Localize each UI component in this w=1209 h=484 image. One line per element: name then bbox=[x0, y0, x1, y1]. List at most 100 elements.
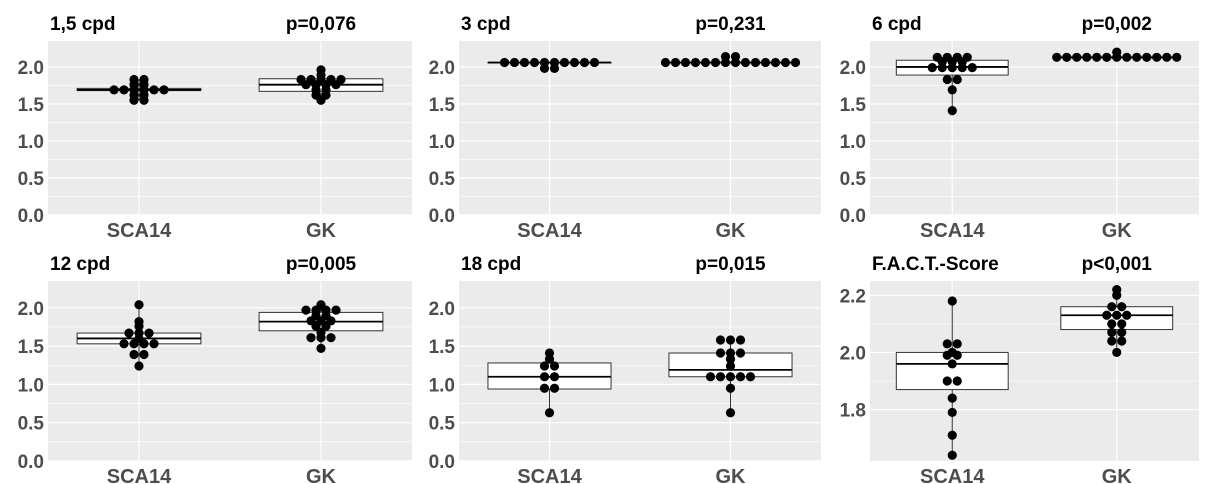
data-point bbox=[725, 408, 736, 418]
data-point bbox=[316, 343, 326, 354]
data-point bbox=[1112, 47, 1122, 57]
data-point bbox=[549, 372, 560, 382]
x-tick-label: SCA14 bbox=[920, 220, 985, 242]
data-point bbox=[296, 74, 306, 85]
panel-title: 12 cpd bbox=[50, 254, 110, 275]
data-point bbox=[326, 74, 336, 85]
data-point bbox=[947, 106, 957, 116]
data-point bbox=[770, 57, 781, 68]
y-tick-label: 2.0 bbox=[840, 343, 866, 364]
x-tick-label: GK bbox=[1102, 220, 1133, 242]
x-tick-label: GK bbox=[716, 466, 747, 484]
data-point bbox=[947, 407, 957, 418]
panel-title: 1,5 cpd bbox=[50, 14, 115, 35]
y-tick-label: 1.5 bbox=[840, 95, 867, 116]
x-tick-label: SCA14 bbox=[920, 466, 985, 484]
data-point bbox=[715, 348, 726, 358]
data-point bbox=[725, 372, 736, 382]
data-point bbox=[720, 51, 731, 62]
panel-1: 0.0 0.5 1.0 1.5 2.0 SCA14 GK 3 cpd p=0,231 bbox=[429, 14, 821, 242]
data-point bbox=[750, 57, 761, 68]
panel-title: 6 cpd bbox=[872, 14, 922, 35]
y-tick-label: 0.0 bbox=[18, 206, 44, 227]
y-tick-label: 1.0 bbox=[429, 132, 455, 153]
data-point bbox=[670, 57, 681, 68]
data-point bbox=[1152, 52, 1162, 62]
data-point bbox=[927, 63, 937, 73]
data-point bbox=[336, 74, 346, 85]
data-point bbox=[129, 74, 139, 85]
data-point bbox=[1112, 310, 1122, 320]
data-point bbox=[1082, 52, 1092, 62]
y-tick-label: 1.5 bbox=[18, 337, 45, 358]
data-point bbox=[735, 335, 746, 345]
p-value-label: p=0,002 bbox=[1082, 14, 1152, 35]
data-point bbox=[745, 372, 756, 382]
data-point bbox=[1062, 52, 1072, 62]
panel-5: 1.8 2.0 2.2 SCA14 GK F.A.C.T.-Score p<0,001 bbox=[840, 254, 1199, 484]
x-tick-label: GK bbox=[306, 466, 337, 484]
data-point bbox=[942, 52, 952, 62]
x-tick-label: GK bbox=[306, 220, 337, 242]
data-point bbox=[589, 57, 600, 68]
y-tick-label: 1.0 bbox=[18, 132, 44, 153]
data-point bbox=[700, 57, 711, 68]
data-point bbox=[952, 339, 962, 349]
data-point bbox=[715, 372, 726, 382]
x-tick-label: SCA14 bbox=[107, 466, 172, 484]
x-tick-label: GK bbox=[1102, 466, 1133, 484]
y-tick-label: 1.0 bbox=[429, 375, 455, 396]
data-point bbox=[159, 85, 169, 95]
data-point bbox=[539, 57, 550, 68]
y-tick-label: 1.5 bbox=[429, 337, 456, 358]
data-point bbox=[539, 372, 550, 382]
y-tick-label: 1.0 bbox=[18, 375, 44, 396]
data-point bbox=[942, 74, 952, 85]
panel-background bbox=[48, 281, 412, 461]
data-point bbox=[1117, 302, 1127, 312]
data-point bbox=[660, 57, 671, 68]
data-point bbox=[509, 57, 520, 68]
data-point bbox=[725, 383, 736, 393]
x-tick-label: SCA14 bbox=[517, 220, 582, 242]
data-point bbox=[139, 74, 149, 85]
data-point bbox=[1112, 347, 1122, 358]
panel-4: 0.0 0.5 1.0 1.5 2.0 SCA14 GK 18 cpd p=0,015 bbox=[429, 254, 821, 484]
x-tick-label: GK bbox=[716, 220, 747, 242]
data-point bbox=[947, 450, 957, 460]
data-point bbox=[1107, 302, 1117, 312]
data-point bbox=[134, 300, 144, 310]
data-point bbox=[499, 57, 510, 68]
data-point bbox=[947, 393, 957, 403]
data-point bbox=[1092, 52, 1102, 62]
data-point bbox=[1107, 327, 1117, 338]
data-point bbox=[680, 57, 691, 68]
y-tick-label: 2.0 bbox=[840, 58, 866, 79]
data-point bbox=[705, 372, 716, 382]
data-point bbox=[134, 316, 144, 327]
panel-background bbox=[459, 41, 821, 215]
data-point bbox=[962, 52, 972, 62]
p-value-label: p<0,001 bbox=[1082, 254, 1153, 275]
panel-background bbox=[48, 41, 412, 215]
data-point bbox=[109, 85, 119, 95]
data-point bbox=[331, 305, 341, 315]
data-point bbox=[316, 300, 326, 310]
y-tick-label: 0.5 bbox=[429, 169, 456, 190]
y-tick-label: 1.8 bbox=[840, 401, 866, 422]
data-point bbox=[952, 376, 962, 386]
data-point bbox=[1122, 310, 1132, 320]
data-point bbox=[725, 335, 736, 345]
data-point bbox=[544, 348, 555, 358]
y-tick-label: 1.0 bbox=[840, 132, 866, 153]
data-point bbox=[569, 57, 580, 68]
p-value-label: p=0,231 bbox=[695, 14, 766, 35]
box-sca14 bbox=[895, 351, 1009, 391]
y-tick-label: 0.0 bbox=[840, 206, 866, 227]
data-point bbox=[129, 349, 139, 360]
y-tick-label: 0.0 bbox=[429, 452, 455, 473]
data-point bbox=[539, 361, 550, 371]
data-point bbox=[549, 383, 560, 393]
data-point bbox=[316, 327, 326, 337]
panel-2: 0.0 0.5 1.0 1.5 2.0 SCA14 GK 6 cpd p=0,002 bbox=[840, 14, 1199, 242]
